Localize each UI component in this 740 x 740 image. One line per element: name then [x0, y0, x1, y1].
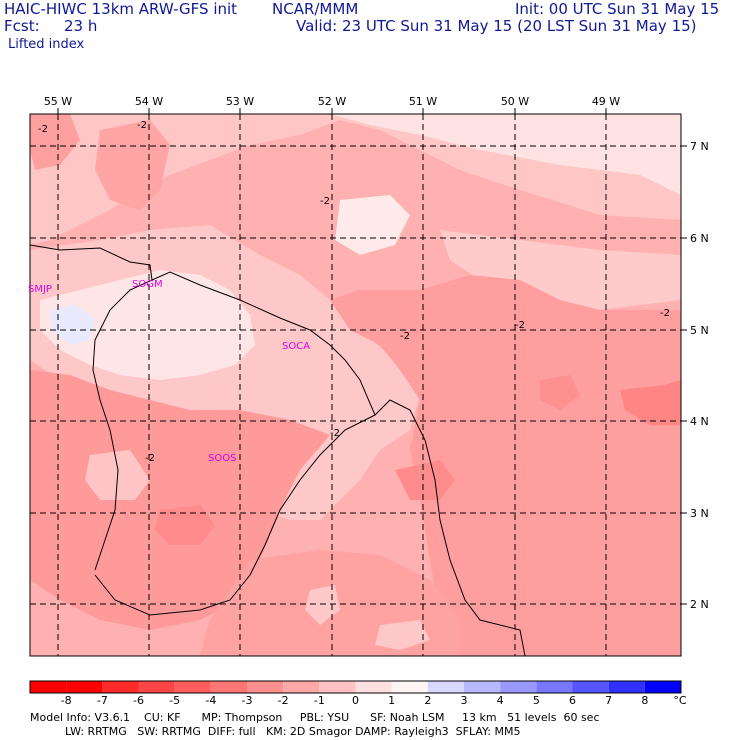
colorbar-outline	[29, 680, 682, 694]
colorbar-tick-label: 1	[388, 694, 395, 707]
lifted-index-field	[30, 114, 681, 656]
colorbar-swatch	[210, 681, 247, 693]
colorbar-swatch	[355, 681, 392, 693]
colorbar-tick-label: -8	[61, 694, 72, 707]
field-region-minus2-north	[95, 120, 170, 210]
colorbar-tick-label: -3	[242, 694, 253, 707]
colorbar-swatch	[102, 681, 139, 693]
field-region-minus1-south	[305, 460, 345, 510]
field-region-minus3-south	[155, 505, 215, 545]
field-region-positive-west	[50, 305, 95, 345]
station-soos: SOOS	[208, 453, 236, 464]
lat-label-6n: 6 N	[690, 232, 709, 245]
forecast-hour: 23 h	[64, 17, 98, 35]
station-soca: SOCA	[282, 341, 310, 352]
colorbar-tick-label: -6	[133, 694, 144, 707]
footer-physics-info: LW: RRTMG SW: RRTMG DIFF: full KM: 2D Sm…	[30, 725, 521, 738]
colorbar-swatch	[608, 681, 645, 693]
contour-label-2: -2	[137, 120, 147, 131]
border-guyana-suriname-east	[151, 271, 376, 416]
lon-label-49w: 49 W	[592, 95, 620, 108]
field-region-zero-center	[335, 195, 410, 255]
colorbar-tick-label: 2	[424, 694, 431, 707]
colorbar-tick-label: 6	[569, 694, 576, 707]
colorbar-swatch	[283, 681, 320, 693]
border-suriname-west	[92, 279, 153, 571]
lon-label-51w: 51 W	[409, 95, 437, 108]
border-south	[94, 414, 376, 616]
lat-label-4n: 4 N	[690, 415, 709, 428]
lon-label-52w: 52 W	[318, 95, 346, 108]
station-smjp: SMJP	[28, 284, 52, 295]
lat-label-2n: 2 N	[690, 598, 709, 611]
coastline-north	[30, 244, 153, 281]
lon-label-54w: 54 W	[135, 95, 163, 108]
colorbar-tick-label: 3	[461, 694, 468, 707]
field-region-minus1-southeast	[375, 620, 430, 650]
contour-label-5: -2	[660, 308, 670, 319]
colorbar-unit: °C	[673, 694, 687, 707]
field-name: Lifted index	[8, 37, 85, 52]
lat-label-3n: 3 N	[690, 507, 709, 520]
colorbar-swatch	[572, 681, 609, 693]
contour-label-7: -2	[145, 453, 155, 464]
field-region-zero-northeast	[330, 114, 681, 195]
forecast-label: Fcst:	[4, 17, 40, 35]
colorbar-swatch	[391, 681, 428, 693]
coastlines-borders	[30, 244, 526, 656]
colorbar-swatch	[500, 681, 537, 693]
colorbar-tick-label: 7	[605, 694, 612, 707]
contour-label-6: -2	[330, 428, 340, 439]
contour-label-8: -2	[515, 320, 525, 331]
field-region-minus3-east	[620, 380, 681, 425]
colorbar-swatch	[464, 681, 501, 693]
lon-ticks	[57, 108, 607, 114]
colorbar-swatch	[536, 681, 573, 693]
colorbar: -8 -7 -6 -5 -4 -3 -2 -1 0 1 2 3 4 5 6 7 8	[29, 680, 682, 707]
colorbar-swatch	[138, 681, 175, 693]
colorbar-tick-label: -4	[205, 694, 216, 707]
lon-label-53w: 53 W	[226, 95, 254, 108]
colorbar-tick-label: 5	[533, 694, 540, 707]
field-region-minus3-eastcentral	[540, 375, 580, 410]
valid-time: Valid: 23 UTC Sun 31 May 15 (20 LST Sun …	[296, 17, 697, 35]
lat-ticks	[681, 145, 687, 605]
model-title: HAIC-HIWC 13km ARW-GFS init	[4, 0, 238, 18]
lat-label-7n: 7 N	[690, 140, 709, 153]
map-frame	[29, 113, 682, 657]
footer-model-info: Model Info: V3.6.1 CU: KF MP: Thompson P…	[30, 711, 600, 724]
org-label: NCAR/MMM	[272, 0, 359, 18]
colorbar-swatch	[644, 681, 681, 693]
colorbar-tick-label: -2	[278, 694, 289, 707]
station-sogm: SOGM	[132, 279, 163, 290]
colorbar-tick-label: -1	[314, 694, 325, 707]
colorbar-tick-label: 0	[352, 694, 359, 707]
lon-label-55w: 55 W	[44, 95, 72, 108]
graticule	[30, 114, 681, 656]
colorbar-swatch	[247, 681, 284, 693]
contour-label-1: -2	[38, 124, 48, 135]
lat-label-5n: 5 N	[690, 324, 709, 337]
contour-label-3: -2	[320, 196, 330, 207]
init-time: Init: 00 UTC Sun 31 May 15	[515, 0, 720, 18]
colorbar-swatch	[66, 681, 103, 693]
colorbar-swatch	[174, 681, 211, 693]
border-guiana-east	[374, 399, 526, 656]
field-region-minus1-southcentral	[305, 585, 340, 625]
colorbar-tick-label: -7	[97, 694, 108, 707]
colorbar-tick-label: 8	[641, 694, 648, 707]
colorbar-swatch-lead	[30, 681, 67, 693]
field-region-minus2-east	[330, 275, 681, 656]
colorbar-swatch	[319, 681, 356, 693]
colorbar-tick-label: -5	[169, 694, 180, 707]
contour-label-4: -2	[400, 331, 410, 342]
lon-label-50w: 50 W	[501, 95, 529, 108]
colorbar-tick-label: 4	[497, 694, 504, 707]
field-region-minus2-northwest	[30, 114, 80, 170]
colorbar-swatch	[427, 681, 464, 693]
field-region-minus1-east	[440, 230, 681, 310]
field-region-minus3-center	[395, 460, 455, 500]
